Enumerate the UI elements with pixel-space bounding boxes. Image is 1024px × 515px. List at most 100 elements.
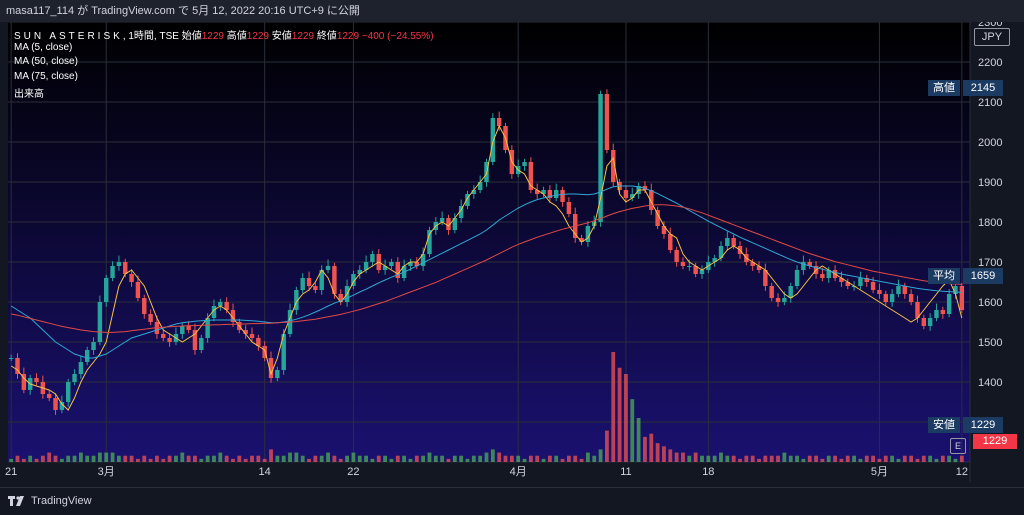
volume-bar — [776, 455, 780, 462]
candle-body — [630, 194, 635, 198]
candle-body — [699, 270, 705, 274]
moving-averages — [10, 124, 963, 411]
volume-bar — [617, 367, 622, 462]
candle-body — [129, 274, 134, 282]
volume-bar — [769, 455, 774, 462]
candle-body — [864, 278, 869, 282]
candle-body — [180, 326, 185, 334]
high-value: 1229 — [246, 31, 269, 42]
indicator-volume[interactable]: 出来高 — [14, 89, 44, 100]
volume-bar — [421, 455, 426, 462]
candle-body — [668, 234, 673, 250]
candle-body — [934, 310, 939, 318]
x-tick-label: 22 — [347, 466, 359, 478]
volume-bar — [117, 455, 121, 462]
y-tick-label: 1400 — [978, 377, 1002, 389]
volume-bar — [826, 455, 831, 462]
volume-bar — [155, 455, 159, 462]
candle-body — [756, 266, 762, 270]
x-tick-label: 14 — [259, 466, 271, 478]
volume-bar — [643, 436, 647, 462]
volume-bar — [535, 455, 540, 462]
indicator-ma50[interactable]: MA (50, close) — [14, 56, 78, 67]
x-tick-label: 12 — [956, 466, 968, 478]
earnings-icon[interactable]: E — [950, 438, 966, 454]
volume-bar — [161, 458, 166, 462]
candle-body — [332, 266, 337, 294]
volume-bar — [167, 455, 172, 462]
volume-bar — [231, 458, 235, 462]
volume-bar — [655, 443, 660, 462]
volume-bar — [389, 458, 394, 462]
volume-bar — [446, 458, 451, 462]
candle-body — [725, 238, 730, 246]
candle-body — [896, 286, 901, 294]
candle-body — [110, 266, 115, 278]
volume-bar — [427, 452, 432, 462]
volume-bar — [516, 455, 521, 462]
volume-bar — [845, 455, 850, 462]
volume-bar — [300, 455, 305, 462]
volume-bar — [484, 452, 489, 462]
open-value: 1229 — [201, 31, 224, 42]
time-axis[interactable]: 21 3月 14 22 4月 11 18 5月 12 — [5, 466, 968, 478]
candle-body — [21, 374, 27, 390]
candle-body — [452, 218, 458, 230]
candle-body — [623, 190, 629, 198]
volume-bar — [839, 458, 844, 462]
candle-body — [953, 286, 958, 294]
candle-body — [788, 286, 793, 298]
volume-bar — [319, 455, 324, 462]
publisher-header: masa117_114 が TradingView.com で 5月 12, 2… — [0, 0, 1024, 22]
volume-bar — [275, 455, 280, 462]
volume-bar — [744, 455, 749, 462]
candle-body — [46, 394, 52, 398]
volume-bar — [662, 446, 666, 462]
change-value: −400 (−24.55%) — [361, 31, 434, 42]
candle-body — [959, 286, 965, 310]
volume-bar — [750, 455, 755, 462]
volume-bar — [807, 455, 812, 462]
candle-body — [611, 150, 616, 182]
candle-body — [477, 182, 483, 190]
volume-bar — [402, 455, 407, 462]
footer: TradingView — [0, 487, 1024, 515]
indicator-ma75[interactable]: MA (75, close) — [14, 71, 78, 82]
volume-bar — [78, 452, 83, 462]
currency-button[interactable]: JPY — [974, 28, 1010, 46]
x-tick-label: 21 — [5, 466, 17, 478]
open-label: 始値 — [181, 31, 202, 42]
volume-bar — [871, 455, 876, 462]
grid-lines — [8, 22, 971, 482]
candle-body — [769, 286, 774, 298]
volume-bar — [738, 458, 742, 462]
indicator-ma5[interactable]: MA (5, close) — [14, 42, 73, 53]
candle-body — [281, 334, 286, 370]
publisher-text: masa117_114 が TradingView.com で 5月 12, 2… — [6, 5, 360, 17]
candle-body — [199, 338, 204, 350]
volume-bar — [243, 458, 248, 462]
candle-body — [256, 338, 261, 346]
volume-bar — [503, 455, 508, 462]
candle-body — [693, 266, 698, 274]
candle-body — [72, 374, 77, 382]
chart-area[interactable]: 1300140015001600170018001900200021002200… — [0, 22, 1024, 487]
volume-bar — [541, 458, 546, 462]
candle-body — [97, 302, 103, 342]
volume-bar — [66, 455, 71, 462]
low-value: 1229 — [291, 31, 315, 42]
candle-body — [680, 262, 686, 266]
current-price-badge: 1229 — [973, 434, 1017, 449]
candle-body — [357, 270, 362, 274]
volume-bar — [408, 458, 413, 462]
tradingview-logo[interactable]: TradingView — [8, 495, 92, 507]
volume-bar — [34, 458, 39, 462]
candle-body — [870, 282, 876, 290]
volume-bar — [326, 452, 330, 462]
volume-bar — [624, 374, 628, 462]
volume-bar — [509, 455, 514, 462]
volume-bar — [136, 458, 140, 462]
volume-bar — [180, 452, 185, 462]
x-tick-label: 18 — [702, 466, 714, 478]
candle-body — [389, 262, 394, 266]
